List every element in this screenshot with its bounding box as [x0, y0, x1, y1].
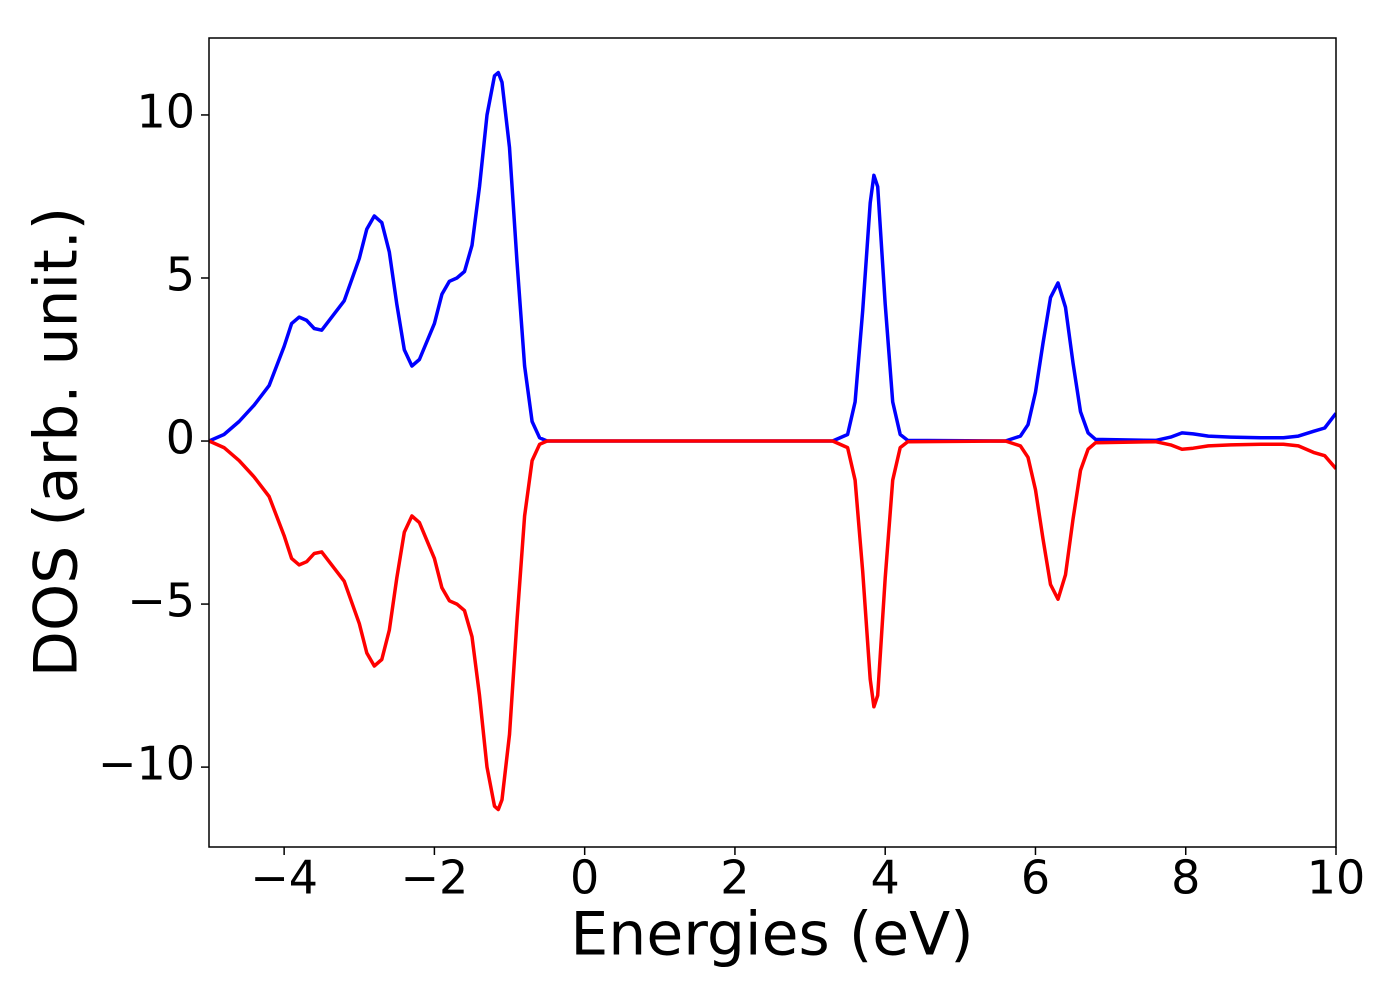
y-tick-label: −5: [127, 574, 195, 628]
x-axis-label: Energies (eV): [570, 900, 973, 970]
series-line: [209, 439, 1336, 812]
y-tick-label: −10: [98, 737, 195, 791]
x-tick-label: 4: [871, 851, 900, 905]
y-tick-label: 5: [166, 247, 195, 301]
x-tick-label: 10: [1307, 851, 1366, 905]
y-tick-label: 0: [166, 411, 195, 465]
plot-frame: [208, 37, 1337, 848]
y-axis-label: DOS (arb. unit.): [22, 207, 92, 677]
x-tick-label: −2: [400, 851, 468, 905]
x-tick-label: 6: [1021, 851, 1050, 905]
x-tick-label: 2: [720, 851, 749, 905]
series-line: [209, 70, 1336, 443]
y-tick-label: 10: [136, 84, 195, 138]
x-tick-label: 0: [570, 851, 599, 905]
x-tick-label: −4: [250, 851, 318, 905]
x-tick-label: 8: [1171, 851, 1200, 905]
